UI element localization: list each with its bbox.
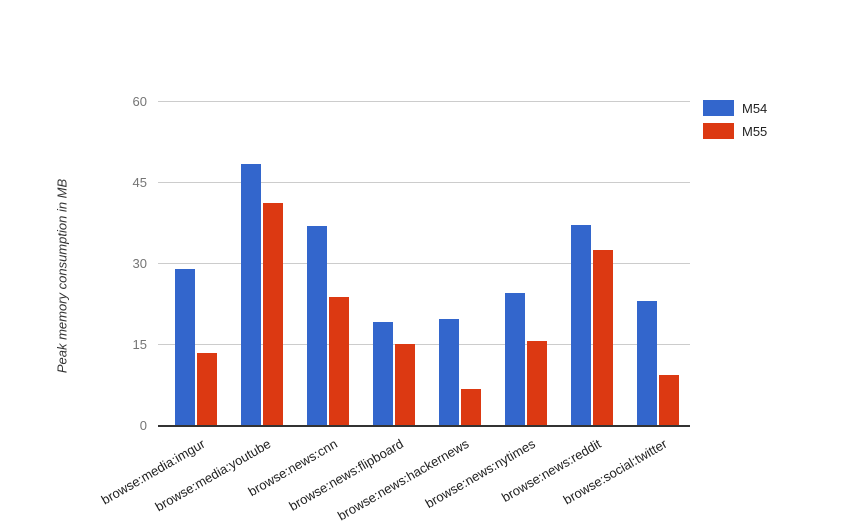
y-tick-label-30: 30	[132, 256, 147, 271]
bar-m55-browse:media:imgur	[197, 353, 217, 426]
x-axis-label-browse:news:nytimes: browse:news:nytimes	[422, 436, 538, 512]
legend-item-m54: M54	[703, 100, 767, 116]
y-tick-label-0: 0	[139, 418, 147, 433]
y-tick-label-15: 15	[132, 337, 147, 352]
bar-m55-browse:news:reddit	[593, 250, 613, 426]
bar-m54-browse:news:nytimes	[505, 293, 525, 426]
legend-label-m55: M55	[742, 123, 768, 139]
bar-m54-browse:news:reddit	[571, 225, 591, 426]
bar-m55-browse:news:cnn	[329, 297, 349, 426]
bar-m54-browse:news:cnn	[307, 226, 327, 426]
legend-swatch-m55	[703, 123, 734, 139]
bar-m55-browse:news:nytimes	[527, 341, 547, 426]
y-tick-label-60: 60	[132, 94, 147, 109]
legend-item-m55: M55	[703, 123, 767, 139]
x-axis-line	[158, 425, 690, 427]
legend-swatch-m54	[703, 100, 734, 116]
gridline-60	[158, 101, 690, 102]
legend-label-m54: M54	[742, 100, 768, 116]
bar-m55-browse:social:twitter	[659, 375, 679, 426]
x-axis-label-browse:news:flipboard: browse:news:flipboard	[285, 436, 406, 514]
x-axis-label-browse:media:youtube: browse:media:youtube	[152, 436, 274, 515]
bar-m54-browse:news:hackernews	[439, 319, 459, 426]
bar-m54-browse:media:youtube	[241, 164, 261, 426]
x-axis-label-browse:media:imgur: browse:media:imgur	[98, 436, 208, 508]
gridline-45	[158, 182, 690, 183]
gridline-30	[158, 263, 690, 264]
bar-m54-browse:social:twitter	[637, 301, 657, 426]
gridline-15	[158, 344, 690, 345]
bar-m54-browse:news:flipboard	[373, 322, 393, 426]
bar-m54-browse:media:imgur	[175, 269, 195, 426]
bar-m55-browse:news:hackernews	[461, 389, 481, 426]
y-tick-label-45: 45	[132, 175, 147, 190]
bar-m55-browse:news:flipboard	[395, 344, 415, 426]
y-axis-title: Peak memory consumption in MB	[54, 178, 70, 374]
bar-m55-browse:media:youtube	[263, 203, 283, 426]
